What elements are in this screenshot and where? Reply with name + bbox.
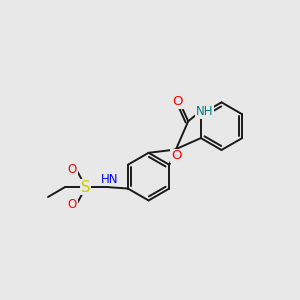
Text: O: O bbox=[68, 198, 77, 211]
Text: O: O bbox=[172, 95, 183, 108]
Text: HN: HN bbox=[101, 173, 118, 186]
Text: O: O bbox=[68, 163, 77, 176]
Text: NH: NH bbox=[196, 105, 213, 118]
Text: O: O bbox=[171, 149, 181, 162]
Text: S: S bbox=[81, 180, 91, 195]
